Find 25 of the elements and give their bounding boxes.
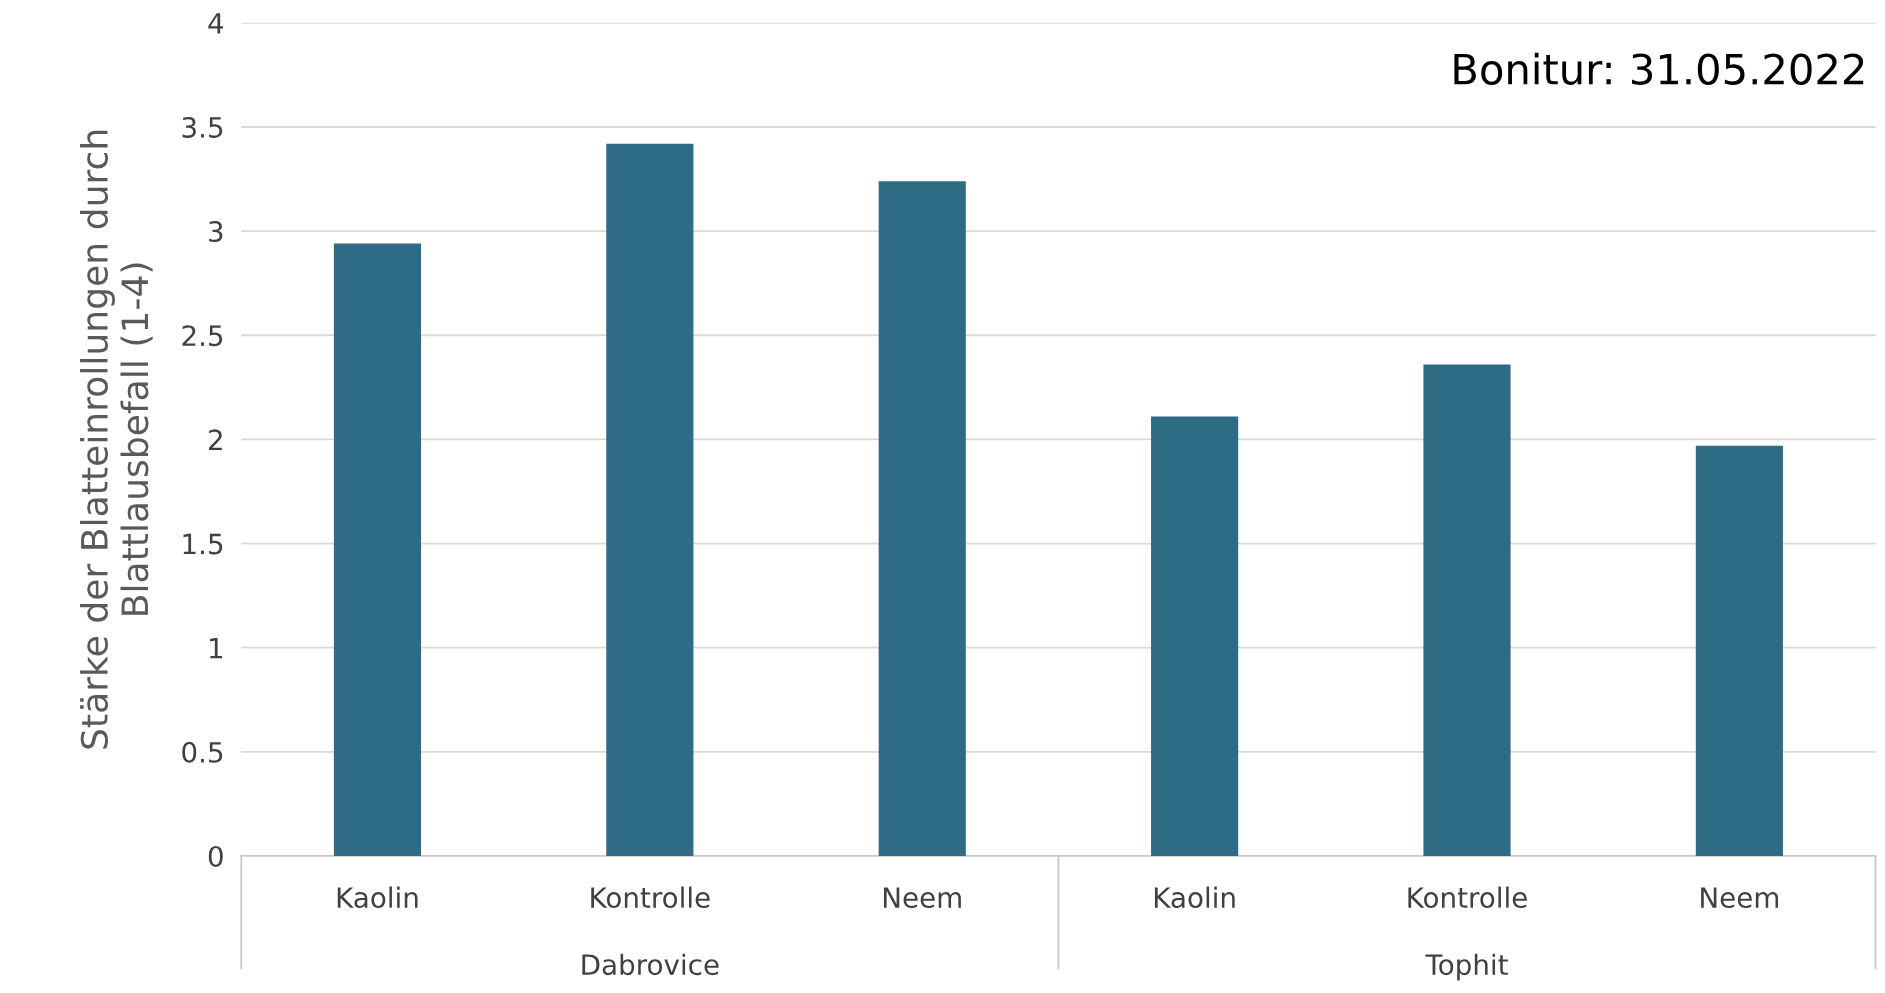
bar (878, 181, 966, 856)
x-tick-label: Kontrolle (1408, 886, 1527, 909)
x-tick-label: Neem (883, 887, 961, 909)
y-tick-label: 3 (209, 221, 223, 243)
y-tick-label: 2.5 (182, 325, 223, 347)
bar (333, 243, 422, 856)
text: Dabrovice (582, 953, 719, 976)
y-tick-label: 0.5 (182, 741, 223, 763)
x-tick-label: Neem (1701, 887, 1779, 909)
y-tick-label: 0 (208, 845, 223, 867)
y-tick-label: 4 (208, 13, 224, 34)
x-tick-label: Kontrolle (591, 886, 710, 909)
y-tick-label: 1 (209, 637, 223, 659)
x-tick-label: Kaolin (337, 886, 418, 909)
text: Bonitur: 31.05.2022 (1454, 52, 1864, 85)
bar (1151, 416, 1239, 856)
x-tick-label: Kaolin (1154, 886, 1235, 909)
text: Tophit (1425, 953, 1508, 981)
bar (1695, 445, 1783, 856)
y-tick-label: 2 (208, 429, 222, 450)
y-axis-title: Stärke der Blatteinrollungen durch Blattlausbefall (1-4) (80, 130, 153, 749)
bar (1423, 364, 1511, 856)
bar (606, 143, 694, 856)
y-tick-label: 1.5 (183, 533, 223, 555)
y-tick-label: 3.5 (182, 116, 223, 138)
